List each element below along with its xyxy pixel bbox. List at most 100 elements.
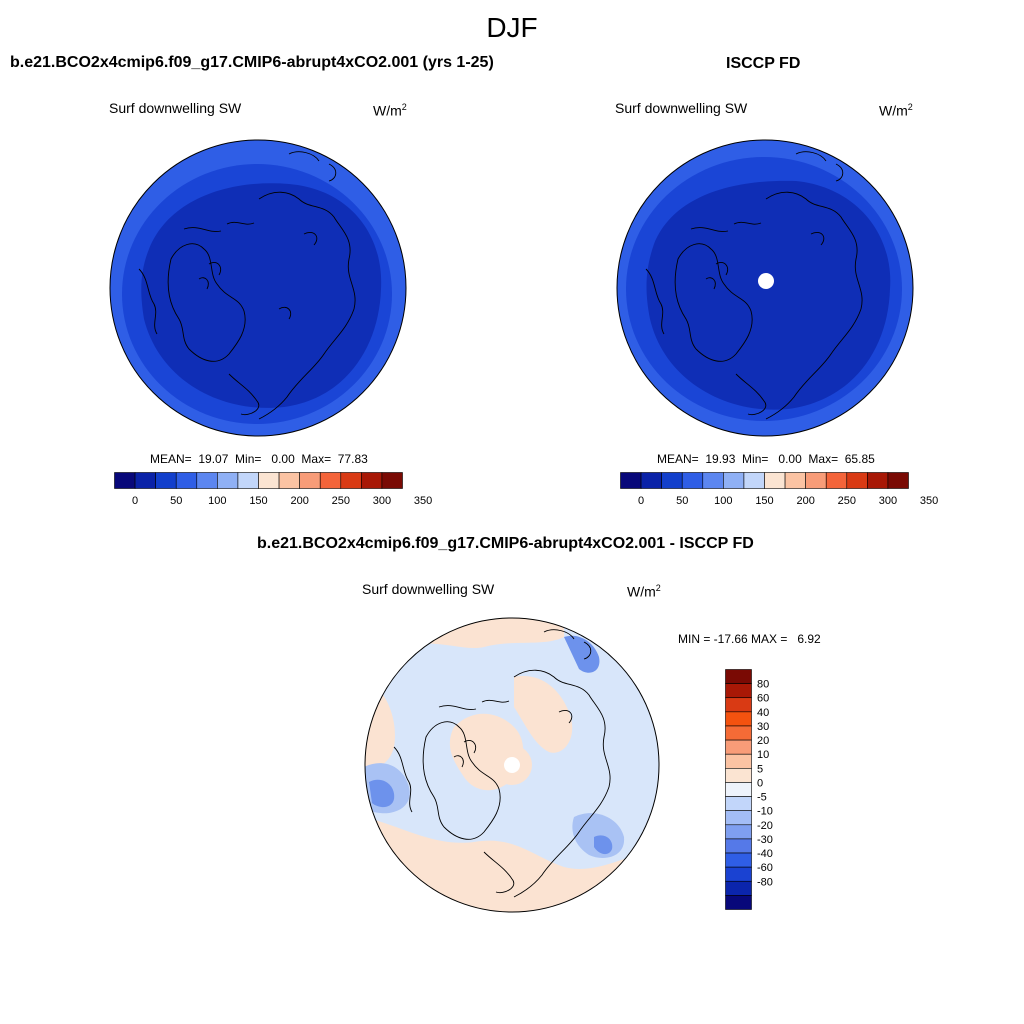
obs-colorbar-tick-label: 0	[638, 495, 644, 507]
diff-colorbar-swatch	[725, 796, 752, 811]
model-colorbar-tick-label: 250	[332, 495, 350, 507]
model-stats: MEAN= 19.07 Min= 0.00 Max= 77.83	[150, 452, 368, 466]
model-colorbar-swatch	[299, 472, 321, 489]
model-colorbar-swatch	[196, 472, 218, 489]
diff-polar-map	[364, 617, 660, 913]
obs-colorbar-swatch	[764, 472, 786, 489]
diff-colorbar-swatch	[725, 895, 752, 910]
model-colorbar-tick-label: 50	[170, 495, 182, 507]
model-coastlines	[138, 151, 356, 420]
diff-colorbar-tick-label: -80	[757, 876, 773, 888]
model-colorbar-swatch	[381, 472, 403, 489]
figure-title: DJF	[486, 12, 538, 43]
obs-colorbar-swatch	[805, 472, 827, 489]
diff-colorbar-tick-label: 5	[757, 763, 763, 775]
model-colorbar-tick-label: 100	[208, 495, 226, 507]
diff-stats: MIN = -17.66 MAX = 6.92	[678, 632, 821, 646]
obs-colorbar-swatch	[681, 472, 704, 489]
obs-colorbar-tick-label: 200	[796, 495, 814, 507]
diff-colorbar-swatch	[725, 768, 752, 783]
diff-colorbar-swatch	[725, 838, 752, 854]
diff-colorbar-swatch	[725, 810, 752, 826]
obs-polar-map	[616, 139, 914, 437]
diff-colorbar-swatch	[725, 880, 752, 896]
diff-colorbar: 80 60 40 30 20 10 5 0 -5 -10 -20 -30 -40 -60 -80	[725, 669, 773, 910]
diff-colorbar-tick-label: -10	[757, 806, 773, 818]
model-colorbar-swatch	[237, 472, 259, 489]
model-colorbar-swatch	[361, 472, 383, 489]
model-variable-label: Surf downwelling SW	[109, 100, 242, 116]
model-polar-map	[109, 139, 407, 437]
obs-variable-label: Surf downwelling SW	[615, 100, 748, 116]
diff-colorbar-tick-label: -20	[757, 820, 773, 832]
diff-colorbar-swatch	[725, 753, 752, 769]
diff-colorbar-tick-label: -40	[757, 848, 773, 860]
diff-colorbar-swatch	[725, 824, 752, 840]
model-units-label: W/m2	[373, 102, 407, 119]
diff-colorbar-swatch	[725, 739, 752, 755]
obs-colorbar-swatch	[784, 472, 806, 489]
obs-colorbar-swatch	[723, 472, 745, 489]
obs-missing-pole	[758, 273, 774, 289]
model-colorbar-swatch	[319, 472, 342, 489]
model-sw-low-region	[141, 183, 382, 408]
obs-colorbar-swatch	[661, 472, 683, 489]
obs-colorbar-tick-label: 50	[676, 495, 688, 507]
diff-units-label: W/m2	[627, 583, 661, 600]
obs-colorbar-swatch	[620, 472, 642, 489]
obs-colorbar-tick-label: 150	[755, 495, 773, 507]
diff-missing-pole	[504, 757, 520, 773]
diff-colorbar-swatch	[725, 725, 752, 741]
diff-colorbar-tick-label: 40	[757, 707, 769, 719]
diff-colorbar-tick-label: -5	[757, 792, 767, 804]
model-colorbar-tick-label: 0	[132, 495, 138, 507]
diff-positive-region-south	[365, 817, 659, 912]
model-colorbar: 0 50 100 150 200 250 300 350	[114, 472, 432, 507]
model-colorbar-swatch	[134, 472, 156, 489]
diff-positive-region-east	[514, 676, 573, 753]
model-colorbar-swatch	[217, 472, 239, 489]
diff-colorbar-tick-label: 0	[757, 777, 763, 789]
diff-colorbar-tick-label: 60	[757, 693, 769, 705]
diff-colorbar-tick-label: 30	[757, 721, 769, 733]
diff-colorbar-swatch	[725, 697, 752, 713]
obs-sw-low-region	[646, 180, 891, 410]
diff-colorbar-tick-label: 80	[757, 679, 769, 691]
model-colorbar-swatch	[155, 472, 177, 489]
obs-colorbar-tick-label: 250	[838, 495, 856, 507]
diff-negative-region-northeast	[564, 635, 600, 673]
obs-units-label: W/m2	[879, 102, 913, 119]
diff-colorbar-swatch	[725, 852, 752, 868]
obs-colorbar-tick-label: 100	[714, 495, 732, 507]
obs-colorbar-swatch	[743, 472, 765, 489]
diff-colorbar-swatch	[725, 683, 752, 699]
model-colorbar-swatch	[175, 472, 198, 489]
diff-variable-label: Surf downwelling SW	[362, 581, 495, 597]
obs-colorbar-tick-label: 300	[879, 495, 897, 507]
diff-colorbar-tick-label: 20	[757, 735, 769, 747]
diff-panel-title: b.e21.BCO2x4cmip6.f09_g17.CMIP6-abrupt4x…	[257, 535, 754, 552]
diff-colorbar-tick-label: -30	[757, 834, 773, 846]
obs-panel-title: ISCCP FD	[726, 55, 801, 72]
obs-colorbar-swatch	[887, 472, 909, 489]
obs-colorbar-swatch	[846, 472, 868, 489]
diff-negative-region-west-strong	[369, 779, 395, 808]
obs-colorbar-swatch	[640, 472, 662, 489]
diff-colorbar-tick-label: -60	[757, 862, 773, 874]
diff-colorbar-swatch	[725, 866, 752, 882]
model-colorbar-tick-label: 350	[414, 495, 432, 507]
obs-colorbar-swatch	[825, 472, 848, 489]
obs-colorbar-swatch	[867, 472, 889, 489]
diff-colorbar-tick-label: 10	[757, 749, 769, 761]
diff-colorbar-swatch	[725, 669, 752, 684]
obs-stats: MEAN= 19.93 Min= 0.00 Max= 65.85	[657, 452, 875, 466]
diff-colorbar-swatch	[725, 711, 752, 727]
diff-colorbar-swatch	[725, 782, 752, 797]
model-colorbar-swatch	[258, 472, 280, 489]
model-colorbar-tick-label: 300	[373, 495, 391, 507]
model-colorbar-tick-label: 200	[290, 495, 308, 507]
obs-coastlines	[645, 151, 863, 420]
obs-colorbar: 0 50 100 150 200 250 300 350	[620, 472, 938, 507]
model-panel-title: b.e21.BCO2x4cmip6.f09_g17.CMIP6-abrupt4x…	[10, 54, 494, 71]
obs-colorbar-swatch	[702, 472, 724, 489]
